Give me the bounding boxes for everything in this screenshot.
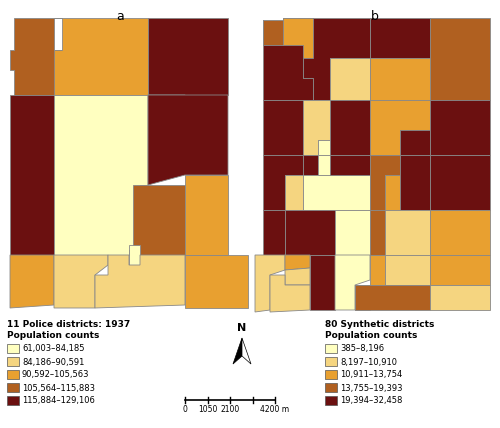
Polygon shape bbox=[255, 255, 285, 312]
Polygon shape bbox=[335, 210, 370, 255]
Text: 84,186–90,591: 84,186–90,591 bbox=[22, 357, 84, 366]
Text: 1050: 1050 bbox=[198, 405, 217, 414]
Polygon shape bbox=[370, 100, 430, 155]
Polygon shape bbox=[385, 210, 430, 255]
Bar bbox=[7, 344, 19, 353]
Bar bbox=[7, 357, 19, 366]
Polygon shape bbox=[285, 268, 310, 285]
Bar bbox=[325, 344, 337, 353]
Polygon shape bbox=[430, 100, 490, 155]
Polygon shape bbox=[303, 175, 370, 210]
Polygon shape bbox=[285, 175, 303, 210]
Text: 385–8,196: 385–8,196 bbox=[340, 345, 384, 354]
Polygon shape bbox=[400, 155, 430, 210]
Polygon shape bbox=[54, 18, 148, 95]
Polygon shape bbox=[263, 155, 303, 210]
Polygon shape bbox=[10, 18, 62, 95]
Polygon shape bbox=[129, 245, 140, 265]
Polygon shape bbox=[330, 58, 370, 100]
Polygon shape bbox=[270, 275, 310, 312]
Polygon shape bbox=[148, 95, 185, 185]
Polygon shape bbox=[263, 18, 313, 100]
Polygon shape bbox=[263, 210, 285, 255]
Polygon shape bbox=[370, 255, 385, 285]
Polygon shape bbox=[385, 255, 430, 285]
Polygon shape bbox=[430, 285, 490, 310]
Polygon shape bbox=[318, 140, 330, 155]
Polygon shape bbox=[185, 255, 248, 308]
Polygon shape bbox=[370, 18, 430, 58]
Polygon shape bbox=[370, 155, 400, 210]
Bar bbox=[325, 370, 337, 379]
Text: 4200 m: 4200 m bbox=[260, 405, 290, 414]
Text: 19,394–32,458: 19,394–32,458 bbox=[340, 396, 402, 405]
Polygon shape bbox=[54, 95, 148, 255]
Polygon shape bbox=[400, 130, 430, 155]
Text: 105,564–115,883: 105,564–115,883 bbox=[22, 383, 95, 392]
Polygon shape bbox=[430, 155, 490, 210]
Polygon shape bbox=[330, 155, 370, 175]
Text: 10,911–13,754: 10,911–13,754 bbox=[340, 371, 402, 380]
Polygon shape bbox=[303, 18, 370, 100]
Bar bbox=[325, 383, 337, 392]
Polygon shape bbox=[129, 185, 185, 255]
Polygon shape bbox=[355, 285, 430, 310]
Bar bbox=[325, 357, 337, 366]
Text: 8,197–10,910: 8,197–10,910 bbox=[340, 357, 397, 366]
Polygon shape bbox=[148, 18, 228, 95]
Polygon shape bbox=[95, 255, 185, 308]
Polygon shape bbox=[285, 210, 335, 255]
Polygon shape bbox=[10, 95, 54, 255]
Polygon shape bbox=[370, 58, 430, 100]
Text: 61,003–84,185: 61,003–84,185 bbox=[22, 345, 84, 354]
Polygon shape bbox=[285, 255, 310, 270]
Text: N: N bbox=[238, 323, 246, 333]
Polygon shape bbox=[318, 155, 330, 175]
Bar bbox=[325, 396, 337, 405]
Polygon shape bbox=[310, 255, 335, 310]
Text: 115,884–129,106: 115,884–129,106 bbox=[22, 396, 95, 405]
Text: Population counts: Population counts bbox=[7, 331, 100, 340]
Polygon shape bbox=[370, 210, 385, 255]
Polygon shape bbox=[303, 155, 318, 175]
Polygon shape bbox=[233, 338, 242, 364]
Bar bbox=[7, 383, 19, 392]
Text: 11 Police districts: 1937: 11 Police districts: 1937 bbox=[7, 320, 130, 329]
Polygon shape bbox=[303, 100, 330, 155]
Polygon shape bbox=[283, 18, 313, 58]
Polygon shape bbox=[385, 175, 400, 210]
Text: Population counts: Population counts bbox=[325, 331, 418, 340]
Polygon shape bbox=[355, 285, 370, 310]
Polygon shape bbox=[430, 18, 490, 100]
Polygon shape bbox=[430, 210, 490, 255]
Text: 13,755–19,393: 13,755–19,393 bbox=[340, 383, 402, 392]
Text: 0: 0 bbox=[182, 405, 188, 414]
Polygon shape bbox=[330, 100, 370, 155]
Polygon shape bbox=[263, 20, 283, 45]
Text: 90,592–105,563: 90,592–105,563 bbox=[22, 371, 90, 380]
Polygon shape bbox=[263, 100, 303, 155]
Polygon shape bbox=[54, 255, 108, 308]
Polygon shape bbox=[148, 95, 228, 185]
Text: a: a bbox=[116, 10, 124, 23]
Polygon shape bbox=[430, 255, 490, 285]
Bar bbox=[7, 370, 19, 379]
Polygon shape bbox=[185, 175, 228, 255]
Bar bbox=[7, 396, 19, 405]
Polygon shape bbox=[10, 255, 54, 308]
Text: 80 Synthetic districts: 80 Synthetic districts bbox=[325, 320, 434, 329]
Polygon shape bbox=[335, 255, 370, 310]
Text: 2100: 2100 bbox=[220, 405, 240, 414]
Text: b: b bbox=[371, 10, 379, 23]
Polygon shape bbox=[242, 338, 251, 364]
